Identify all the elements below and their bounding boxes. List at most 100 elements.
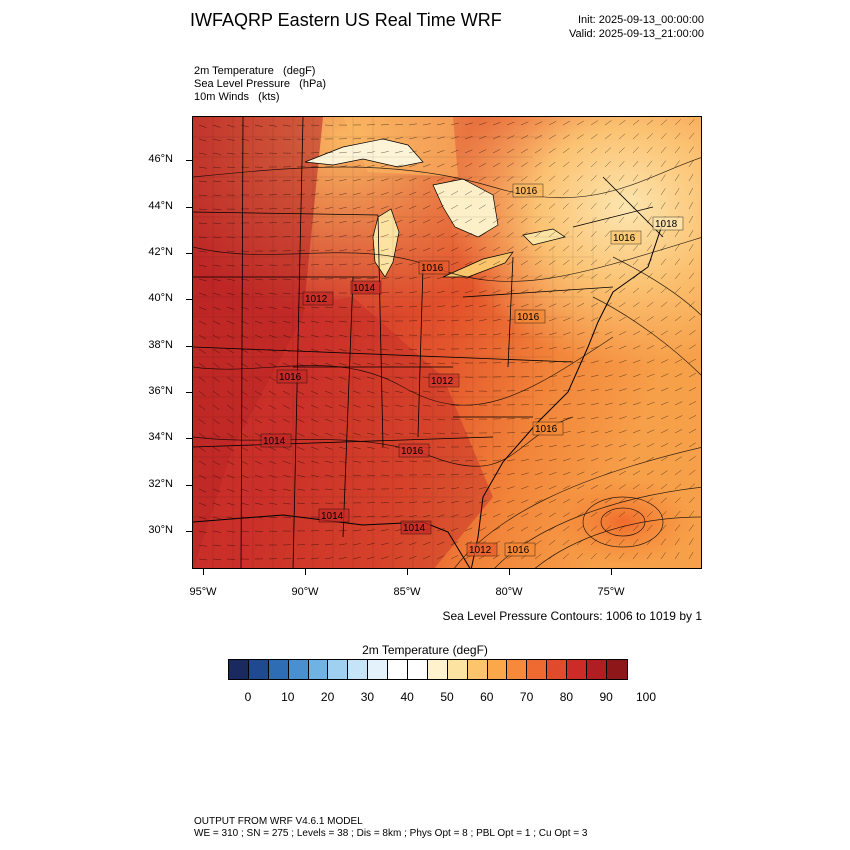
colorbar-label: 0 — [244, 690, 252, 704]
lat-tick — [186, 485, 192, 486]
wind-barb — [548, 361, 557, 364]
wind-barb — [212, 320, 221, 325]
wind-barb — [688, 229, 694, 238]
wind-barbs — [198, 119, 697, 561]
wind-barb — [632, 457, 641, 462]
wind-barb — [226, 166, 236, 169]
wind-barb — [240, 488, 249, 492]
wind-barb — [268, 362, 277, 367]
wind-barb — [422, 247, 431, 252]
colorbar-swatch — [587, 660, 607, 679]
wind-barb — [478, 246, 487, 252]
wind-barb — [198, 152, 207, 155]
wind-barb — [324, 488, 333, 491]
wind-barb — [674, 456, 682, 462]
wind-barb — [352, 151, 361, 154]
wind-barb — [478, 500, 487, 504]
wind-barb — [534, 217, 542, 224]
wind-barb — [254, 474, 263, 478]
wind-barb — [492, 347, 502, 350]
wind-barb — [660, 524, 667, 532]
wind-barb — [310, 193, 319, 196]
wind-barb — [548, 499, 557, 504]
wind-barb — [492, 149, 501, 154]
wind-barb — [492, 445, 502, 448]
wind-barb — [632, 160, 639, 168]
wind-barb — [352, 432, 361, 436]
wind-barb — [492, 527, 501, 532]
wind-barb — [324, 235, 333, 238]
wind-barb — [338, 418, 347, 422]
wind-barb — [380, 178, 389, 182]
svg-text:1016: 1016 — [507, 545, 530, 556]
wind-barb — [674, 258, 680, 266]
wind-barb — [660, 483, 668, 490]
wind-barb — [422, 177, 431, 182]
svg-text:1012: 1012 — [469, 545, 492, 556]
lon-tick — [611, 569, 612, 575]
wind-barb — [394, 123, 403, 126]
wind-barb — [618, 525, 625, 532]
wind-barb — [268, 306, 277, 310]
wind-barb — [548, 274, 556, 280]
wind-barb — [520, 472, 529, 476]
wind-barb — [520, 260, 528, 266]
wind-barb — [394, 291, 403, 294]
map-panel: 1016 1018 1016 1016 1012 1014 1016 1016 … — [192, 116, 702, 569]
wind-barb — [576, 147, 584, 154]
wind-barb — [366, 137, 375, 140]
wind-barb — [506, 526, 515, 532]
lon-label: 95°W — [189, 586, 217, 598]
wind-barb — [450, 319, 459, 322]
wind-barb — [618, 160, 625, 168]
wind-barb — [534, 175, 542, 182]
wind-barb — [618, 552, 625, 560]
wind-barb — [646, 119, 654, 126]
wind-barb — [618, 443, 627, 448]
wind-barb — [366, 320, 376, 322]
lon-tick — [203, 569, 204, 575]
lat-label: 30°N — [148, 524, 173, 536]
lat-tick — [186, 207, 192, 208]
wind-barb — [268, 292, 277, 295]
wind-barb — [562, 288, 571, 294]
wind-barb — [548, 231, 556, 238]
wind-barb — [240, 166, 250, 168]
wind-barb — [674, 301, 682, 308]
wind-barb — [618, 470, 627, 476]
wind-barb — [520, 526, 528, 532]
wind-barb — [408, 276, 417, 280]
wind-barb — [366, 376, 375, 380]
wind-barb — [338, 263, 347, 266]
run-info: Init: 2025-09-13_00:00:00 Valid: 2025-09… — [569, 13, 704, 41]
wind-barb — [562, 303, 571, 308]
wind-barb — [338, 348, 347, 352]
wind-barb — [478, 204, 486, 210]
wind-barb — [380, 556, 389, 560]
pressure-label: 1016 — [512, 183, 544, 198]
wind-barb — [324, 474, 333, 477]
wind-barb — [240, 264, 250, 267]
wind-barb — [240, 432, 249, 438]
wind-barb — [464, 319, 473, 322]
wind-barb — [352, 404, 361, 408]
wind-barb — [492, 486, 501, 490]
wind-barb — [464, 333, 474, 336]
wind-barb — [436, 390, 445, 393]
wind-barb — [240, 138, 249, 141]
wind-barb — [660, 202, 666, 210]
wind-barb — [296, 418, 305, 423]
wind-barb — [394, 348, 403, 351]
wind-barb — [394, 542, 403, 546]
wind-barb — [478, 319, 487, 322]
wind-barb — [240, 152, 249, 155]
wind-barb — [254, 306, 263, 310]
colorbar-label: 70 — [519, 690, 534, 704]
wind-barb — [548, 203, 556, 210]
wind-barb — [352, 138, 362, 140]
wind-barb — [604, 457, 613, 462]
wind-barb — [492, 246, 501, 252]
wind-barb — [268, 418, 277, 424]
wind-barb — [590, 512, 598, 518]
wind-barb — [450, 290, 459, 294]
